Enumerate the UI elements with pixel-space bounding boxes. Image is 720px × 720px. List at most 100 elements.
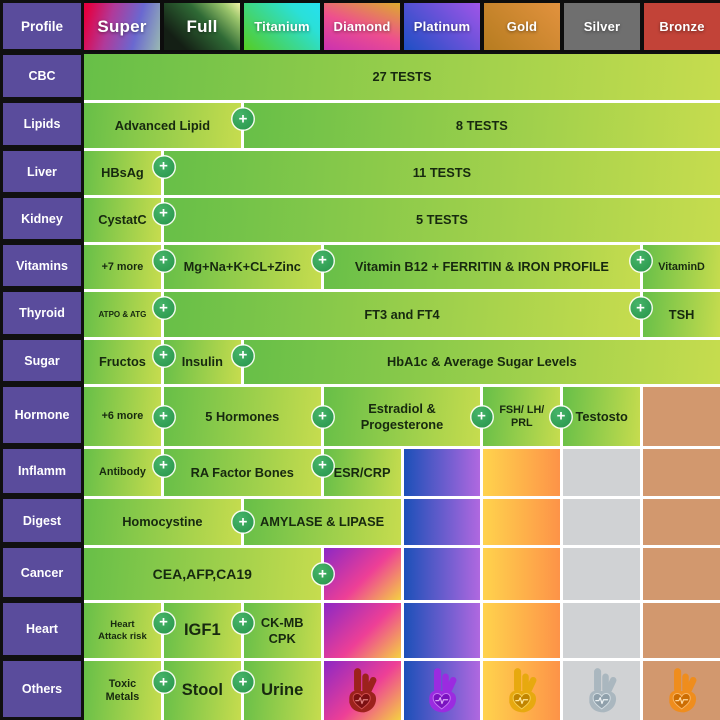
cell-6-more: +6 more [84, 387, 161, 446]
cell-others-silver-brand [563, 661, 641, 720]
cell-estradiol-progesterone: Estradiol & Progesterone [323, 387, 481, 446]
cell-heart-attack-risk: Heart Attack risk [84, 603, 161, 658]
cell-stool: Stool [163, 661, 241, 720]
cell-8-tests: 8 TESTS [243, 103, 720, 148]
plus-icon: + [153, 612, 174, 634]
row-cells-cancer: CEA,AFP,CA19 + [84, 545, 720, 600]
cell-heart-silver-na [563, 603, 641, 658]
cell-hba1c: HbA1c & Average Sugar Levels [243, 340, 720, 384]
row-cbc: CBC 27 TESTS [0, 52, 720, 100]
row-cells-digest: Homocystine AMYLASE & LIPASE + [84, 496, 720, 545]
plus-icon: + [232, 108, 254, 130]
row-label-liver: Liver [0, 148, 84, 195]
cell-heart-platinum-na [403, 603, 481, 658]
row-cells-others: Toxic Metals Stool Urine [84, 658, 720, 720]
cell-others-gold-brand [483, 661, 561, 720]
cell-others-diamond-brand [323, 661, 401, 720]
column-header-platinum: Platinum [404, 3, 480, 50]
cell-antibody: Antibody [84, 449, 161, 496]
row-cells-thyroid: ATPO & ATG FT3 and FT4 TSH + + [84, 289, 720, 337]
plus-icon: + [153, 297, 174, 319]
row-others: Others Toxic Metals Stool Urine [0, 658, 720, 720]
cell-others-bronze-brand [643, 661, 720, 720]
cell-cancer-bronze-na [643, 548, 720, 600]
cell-hbsag: HBsAg [84, 151, 161, 195]
column-header-gold: Gold [484, 3, 560, 50]
plus-icon: + [153, 250, 174, 272]
cell-hormone-bronze-na [643, 387, 720, 446]
cell-cancer-silver-na [563, 548, 641, 600]
cell-fsh-lh-prl: FSH/ LH/ PRL [483, 387, 561, 446]
row-thyroid: Thyroid ATPO & ATG FT3 and FT4 TSH + + [0, 289, 720, 337]
plus-icon: + [232, 345, 254, 367]
cell-urine: Urine [243, 661, 321, 720]
cell-toxic-metals: Toxic Metals [84, 661, 161, 720]
cell-digest-silver-na [563, 499, 641, 545]
cell-b12-ferritin-iron: Vitamin B12 + FERRITIN & IRON PROFILE [323, 245, 641, 289]
row-cells-inflamm: Antibody RA Factor Bones ESR/CRP + + [84, 446, 720, 496]
cell-cancer-platinum-na [403, 548, 481, 600]
cell-heart-diamond-na [323, 603, 401, 658]
cell-homocystine: Homocystine [84, 499, 241, 545]
row-hormone: Hormone +6 more 5 Hormones Estradiol & P… [0, 384, 720, 446]
cell-5-hormones: 5 Hormones [163, 387, 321, 446]
row-label-inflamm: Inflamm [0, 446, 84, 496]
row-label-kidney: Kidney [0, 195, 84, 242]
cell-digest-gold-na [483, 499, 561, 545]
plus-icon: + [630, 297, 651, 319]
header-row: Profile Super Full Titanium Diamond Plat… [0, 0, 720, 52]
row-heart: Heart Heart Attack risk IGF1 CK-MB CPK +… [0, 600, 720, 658]
cell-11-tests: 11 TESTS [163, 151, 720, 195]
cell-amylase-lipase: AMYLASE & LIPASE [243, 499, 401, 545]
row-digest: Digest Homocystine AMYLASE & LIPASE + [0, 496, 720, 545]
row-label-vitamins: Vitamins [0, 242, 84, 289]
cell-others-platinum-brand [403, 661, 481, 720]
cell-heart-gold-na [483, 603, 561, 658]
cell-inflamm-gold-na [483, 449, 561, 496]
row-cells-kidney: CystatC 5 TESTS + [84, 195, 720, 242]
plus-icon: + [232, 511, 254, 533]
row-cancer: Cancer CEA,AFP,CA19 + [0, 545, 720, 600]
cell-5-tests: 5 TESTS [163, 198, 720, 242]
column-header-titanium: Titanium [244, 3, 320, 50]
cell-vitamind: VitaminD [643, 245, 720, 289]
plus-icon: + [312, 455, 333, 477]
cell-inflamm-silver-na [563, 449, 641, 496]
cell-cancer-diamond-na [323, 548, 401, 600]
row-label-thyroid: Thyroid [0, 289, 84, 337]
cell-mg-na-k-cl-zinc: Mg+Na+K+CL+Zinc [163, 245, 321, 289]
plus-icon: + [471, 406, 492, 427]
plus-icon: + [153, 671, 174, 693]
plus-icon: + [312, 406, 333, 427]
row-sugar: Sugar Fructos Insulin HbA1c & Average Su… [0, 337, 720, 384]
cell-tsh: TSH [643, 292, 720, 337]
column-header-full: Full [164, 3, 240, 50]
cell-inflamm-platinum-na [403, 449, 481, 496]
plus-icon: + [153, 156, 174, 178]
row-liver: Liver HBsAg 11 TESTS + [0, 148, 720, 195]
column-header-silver: Silver [564, 3, 640, 50]
hand-heart-icon [589, 668, 617, 713]
hand-heart-icon [429, 668, 457, 713]
plus-icon: + [153, 406, 174, 427]
row-label-lipids: Lipids [0, 100, 84, 148]
cell-digest-bronze-na [643, 499, 720, 545]
cell-insulin: Insulin [163, 340, 241, 384]
plus-icon: + [153, 455, 174, 477]
row-kidney: Kidney CystatC 5 TESTS + [0, 195, 720, 242]
cell-cystatc: CystatC [84, 198, 161, 242]
plus-icon: + [312, 563, 333, 585]
row-vitamins: Vitamins +7 more Mg+Na+K+CL+Zinc Vitamin… [0, 242, 720, 289]
row-cells-heart: Heart Attack risk IGF1 CK-MB CPK + + [84, 600, 720, 658]
cell-cea-afp-ca19: CEA,AFP,CA19 [84, 548, 321, 600]
cell-ckmb-cpk: CK-MB CPK [243, 603, 321, 658]
plus-icon: + [153, 345, 174, 367]
row-label-digest: Digest [0, 496, 84, 545]
row-label-cancer: Cancer [0, 545, 84, 600]
row-label-others: Others [0, 658, 84, 720]
plus-icon: + [550, 406, 572, 427]
plus-icon: + [232, 612, 254, 634]
cell-ra-factor-bones: RA Factor Bones [163, 449, 321, 496]
cell-advanced-lipid: Advanced Lipid [84, 103, 241, 148]
plus-icon: + [630, 250, 651, 272]
